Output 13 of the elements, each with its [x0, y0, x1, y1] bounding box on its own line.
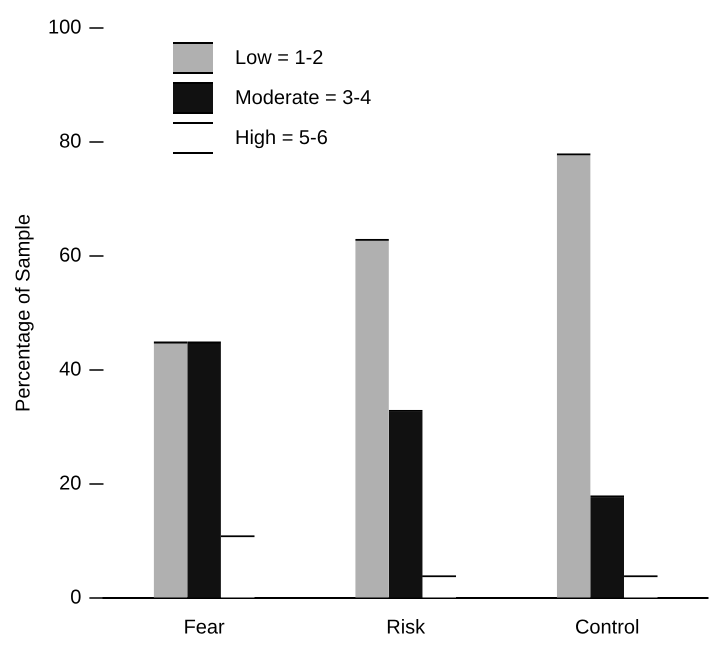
- y-axis-title: Percentage of Sample: [12, 214, 35, 412]
- y-tick-label: 80: [59, 130, 82, 153]
- legend-label: High = 5-6: [235, 126, 328, 150]
- y-tick-label: 20: [59, 472, 82, 495]
- y-tick-label: 0: [70, 586, 82, 609]
- x-tick-label: Fear: [184, 616, 226, 639]
- x-tick-label: Control: [574, 616, 640, 639]
- y-tick-label: 60: [59, 244, 82, 267]
- x-tick-label: Risk: [386, 616, 426, 639]
- y-tick-label: 100: [48, 16, 82, 39]
- legend-label: Low = 1-2: [235, 46, 324, 70]
- legend-label: Moderate = 3-4: [235, 86, 372, 110]
- y-tick-label: 40: [59, 358, 82, 381]
